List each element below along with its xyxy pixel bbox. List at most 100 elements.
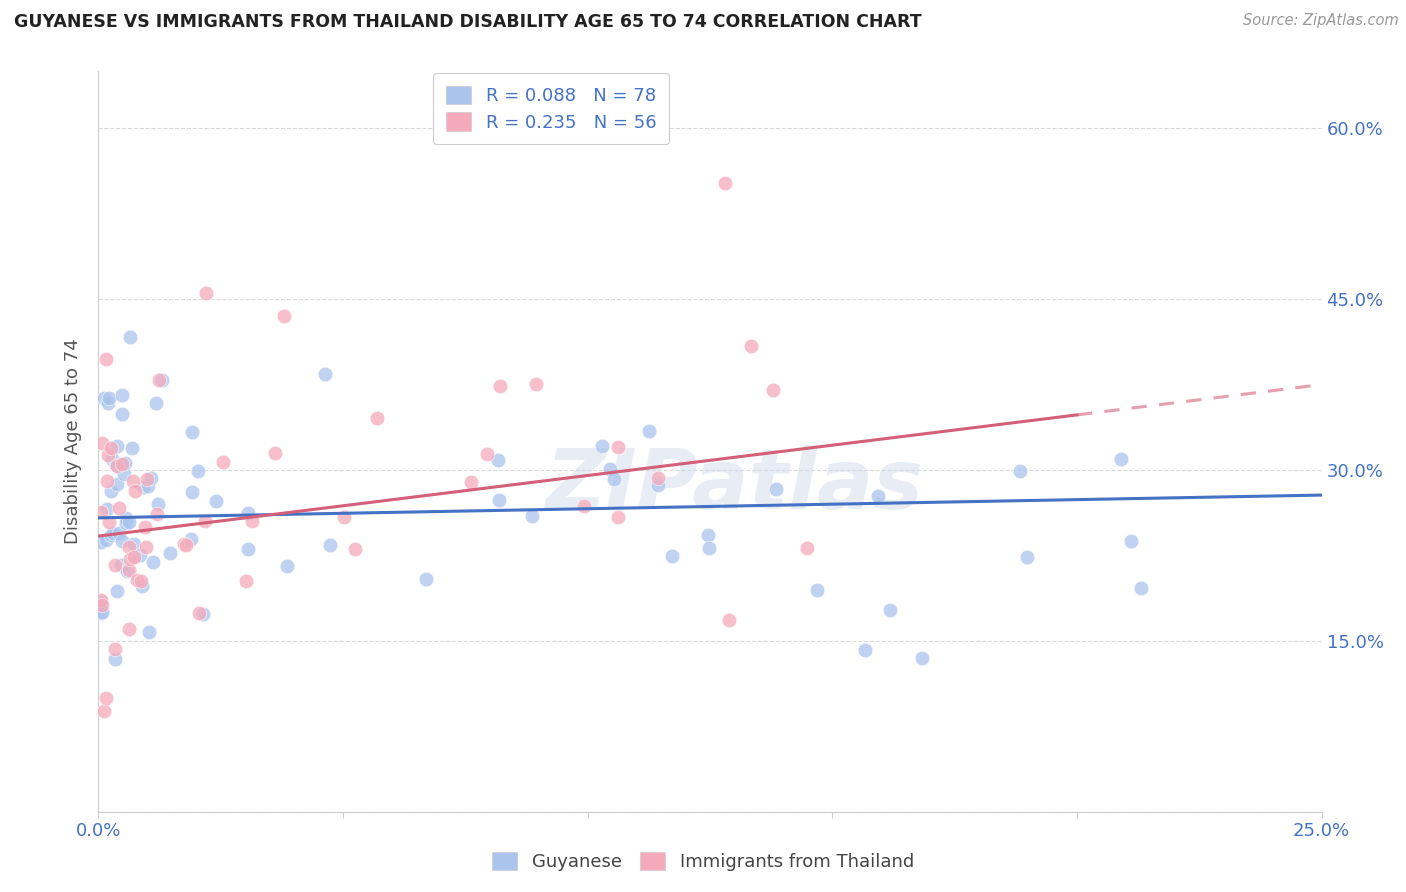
Point	[93, 392, 115, 406]
Point	[129, 548, 152, 562]
Point	[108, 500, 131, 515]
Point	[118, 540, 141, 554]
Point	[104, 558, 127, 572]
Point	[90, 436, 112, 450]
Point	[104, 641, 127, 656]
Point	[273, 310, 295, 324]
Point	[146, 507, 169, 521]
Point	[853, 642, 876, 657]
Point	[211, 455, 233, 469]
Point	[132, 480, 155, 494]
Point	[460, 475, 482, 489]
Point	[1109, 452, 1132, 467]
Point	[180, 532, 202, 546]
Point	[114, 511, 136, 525]
Point	[174, 538, 197, 552]
Point	[661, 549, 683, 564]
Point	[105, 459, 128, 474]
Point	[236, 506, 259, 520]
Point	[150, 373, 173, 387]
Point	[697, 528, 720, 542]
Point	[117, 564, 139, 578]
Point	[134, 520, 156, 534]
Point	[486, 452, 509, 467]
Point	[125, 574, 148, 588]
Text: Source: ZipAtlas.com: Source: ZipAtlas.com	[1243, 13, 1399, 29]
Point	[599, 462, 621, 476]
Point	[477, 447, 499, 461]
Point	[138, 624, 160, 639]
Point	[193, 607, 215, 622]
Point	[105, 439, 128, 453]
Point	[98, 515, 121, 529]
Point	[122, 474, 145, 488]
Point	[765, 482, 787, 496]
Point	[129, 574, 152, 589]
Point	[96, 691, 118, 706]
Point	[120, 552, 142, 566]
Point	[238, 542, 260, 557]
Point	[90, 594, 112, 608]
Y-axis label: Disability Age 65 to 74: Disability Age 65 to 74	[65, 339, 83, 544]
Point	[108, 526, 131, 541]
Point	[415, 572, 437, 586]
Point	[607, 441, 630, 455]
Legend: R = 0.088   N = 78, R = 0.235   N = 56: R = 0.088 N = 78, R = 0.235 N = 56	[433, 73, 669, 145]
Point	[240, 514, 263, 528]
Point	[314, 368, 336, 382]
Text: ZIPatlas: ZIPatlas	[546, 445, 924, 526]
Point	[118, 330, 141, 344]
Point	[194, 514, 217, 528]
Point	[145, 396, 167, 410]
Point	[173, 537, 195, 551]
Point	[1129, 581, 1152, 595]
Point	[602, 472, 624, 486]
Point	[366, 411, 388, 425]
Point	[118, 515, 141, 529]
Text: GUYANESE VS IMMIGRANTS FROM THAILAND DISABILITY AGE 65 TO 74 CORRELATION CHART: GUYANESE VS IMMIGRANTS FROM THAILAND DIS…	[14, 13, 922, 31]
Point	[187, 464, 209, 478]
Point	[141, 471, 163, 485]
Point	[488, 493, 510, 508]
Point	[796, 541, 818, 556]
Point	[110, 558, 132, 572]
Point	[911, 651, 934, 665]
Point	[522, 508, 544, 523]
Point	[124, 483, 146, 498]
Point	[114, 516, 136, 531]
Point	[647, 478, 669, 492]
Point	[93, 704, 115, 718]
Point	[111, 534, 134, 549]
Point	[332, 509, 354, 524]
Point	[111, 407, 134, 421]
Point	[101, 525, 124, 540]
Point	[100, 527, 122, 541]
Point	[90, 605, 112, 619]
Point	[762, 383, 785, 397]
Point	[806, 583, 828, 598]
Point	[181, 425, 204, 439]
Point	[195, 286, 218, 301]
Point	[524, 377, 547, 392]
Point	[124, 550, 146, 565]
Point	[344, 541, 367, 556]
Point	[90, 534, 112, 549]
Point	[97, 391, 120, 405]
Legend: Guyanese, Immigrants from Thailand: Guyanese, Immigrants from Thailand	[485, 845, 921, 879]
Point	[136, 479, 159, 493]
Point	[713, 176, 735, 190]
Point	[866, 489, 889, 503]
Point	[118, 563, 141, 577]
Point	[111, 388, 134, 402]
Point	[319, 538, 342, 552]
Point	[111, 457, 134, 471]
Point	[148, 373, 170, 387]
Point	[105, 584, 128, 599]
Point	[1008, 464, 1031, 478]
Point	[204, 494, 226, 508]
Point	[135, 540, 157, 554]
Point	[488, 379, 510, 393]
Point	[90, 592, 112, 607]
Point	[131, 579, 153, 593]
Point	[112, 457, 135, 471]
